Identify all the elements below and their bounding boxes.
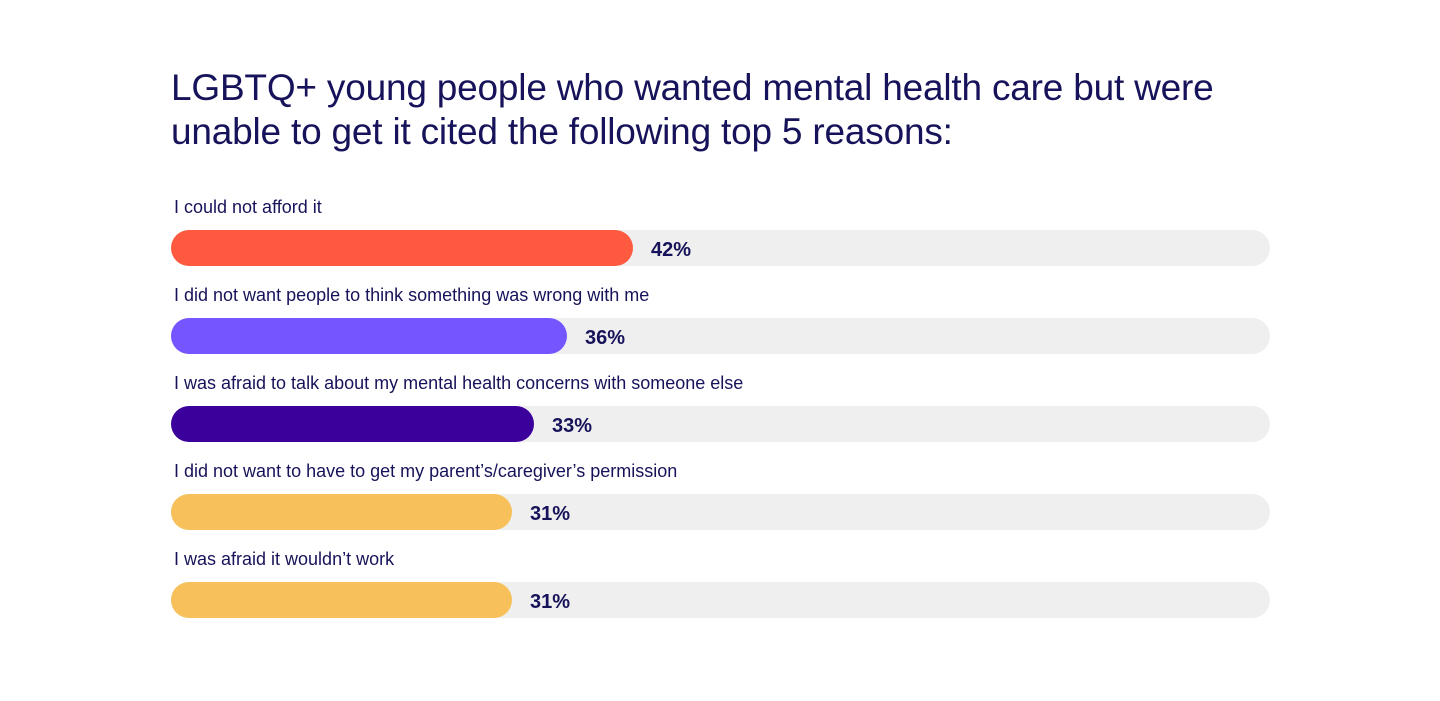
bar-row: I was afraid to talk about my mental hea… — [171, 372, 1270, 460]
bar-row: I was afraid it wouldn’t work 31% — [171, 548, 1270, 636]
bar-row: I could not afford it 42% — [171, 196, 1270, 284]
bar — [171, 582, 512, 618]
value-label: 42% — [651, 239, 692, 261]
value-label: 36% — [585, 327, 626, 349]
category-label: I was afraid it wouldn’t work — [174, 549, 395, 569]
category-label: I did not want to have to get my parent’… — [174, 461, 678, 481]
bar — [171, 494, 512, 530]
bar-track — [171, 318, 1270, 354]
chart-title: LGBTQ+ young people who wanted mental he… — [171, 67, 1214, 152]
bar-track — [171, 230, 1270, 266]
bar-row: I did not want to have to get my parent’… — [171, 460, 1270, 548]
bar-track — [171, 582, 1270, 618]
value-label: 33% — [552, 415, 593, 437]
bar-chart: LGBTQ+ young people who wanted mental he… — [171, 66, 1270, 618]
bar-track — [171, 406, 1270, 442]
value-label: 31% — [530, 591, 571, 613]
category-label: I could not afford it — [174, 197, 322, 217]
bar — [171, 406, 534, 442]
bar-row: I did not want people to think something… — [171, 284, 1270, 372]
category-label: I was afraid to talk about my mental hea… — [174, 373, 744, 393]
category-label: I did not want people to think something… — [174, 285, 650, 305]
value-label: 31% — [530, 503, 571, 525]
bar — [171, 318, 567, 354]
bar-track — [171, 494, 1270, 530]
bar — [171, 230, 633, 266]
